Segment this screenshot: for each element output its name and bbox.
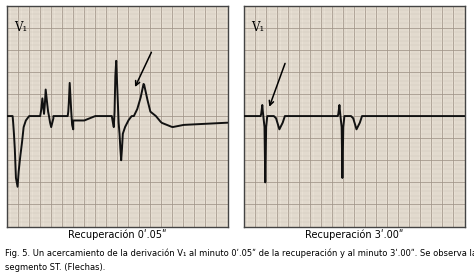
Text: Recuperación 0ʹ.05ʺ: Recuperación 0ʹ.05ʺ (68, 229, 166, 240)
Text: Recuperación 3ʹ.00ʺ: Recuperación 3ʹ.00ʺ (305, 229, 404, 240)
Text: Fig. 5. Un acercamiento de la derivación V₁ al minuto 0ʹ.05ʺ de la recuperación : Fig. 5. Un acercamiento de la derivación… (5, 249, 474, 258)
Text: V₁: V₁ (251, 21, 264, 34)
Text: V₁: V₁ (14, 21, 27, 34)
Text: segmento ST. (Flechas).: segmento ST. (Flechas). (5, 263, 105, 272)
